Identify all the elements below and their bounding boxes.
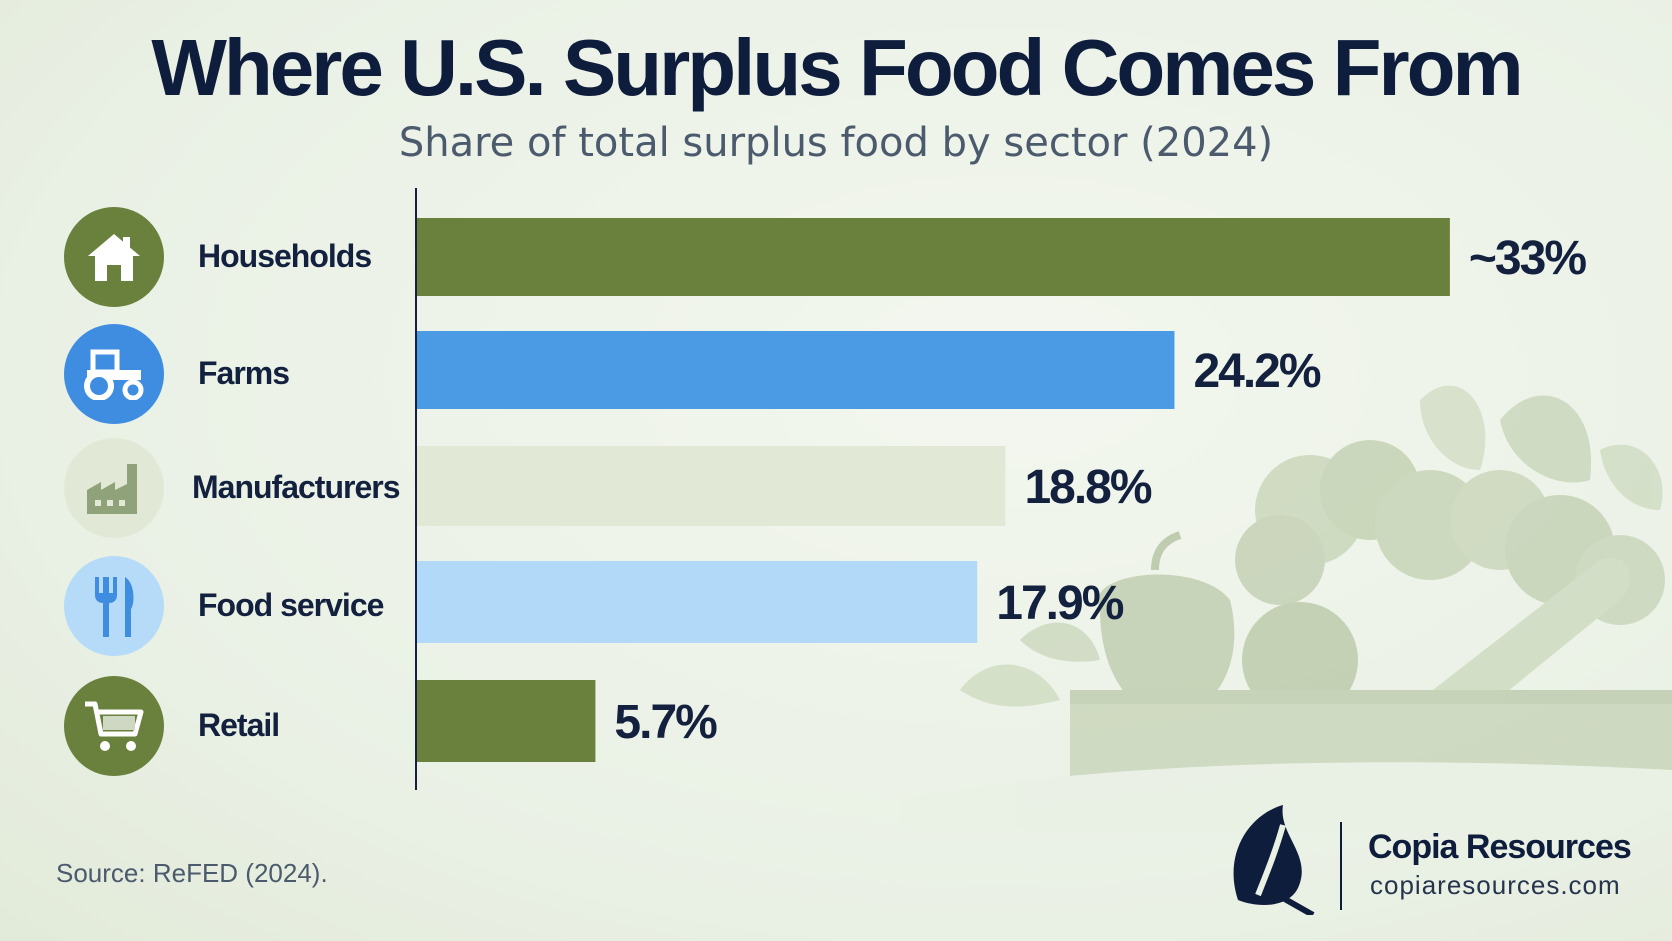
source-note: Source: ReFED (2024).	[56, 858, 328, 888]
leaf-icon	[1233, 805, 1315, 915]
cart-icon	[64, 676, 164, 776]
bar-food-service	[417, 561, 978, 643]
value-label: 5.7%	[614, 696, 717, 749]
value-label: ~33%	[1469, 232, 1586, 285]
vegetables-illustration	[900, 385, 1672, 830]
category-label: Manufacturers	[192, 469, 400, 505]
bar-manufacturers	[417, 446, 1006, 526]
bar-farms	[417, 331, 1175, 409]
value-label: 24.2%	[1193, 345, 1320, 398]
category-label: Food service	[198, 587, 384, 623]
value-label: 18.8%	[1024, 461, 1151, 514]
brand-url[interactable]: copiaresources.com	[1370, 870, 1621, 900]
value-label: 17.9%	[996, 577, 1123, 630]
category-label: Farms	[198, 355, 290, 391]
brand-divider	[1340, 822, 1342, 910]
bar-retail	[417, 680, 596, 762]
bar-households	[417, 218, 1450, 296]
category-label: Households	[198, 238, 372, 274]
page-title: Where U.S. Surplus Food Comes From	[151, 23, 1523, 112]
factory-icon	[64, 438, 164, 538]
fork-knife-icon	[64, 556, 164, 656]
category-label: Retail	[198, 707, 280, 743]
page-subtitle: Share of total surplus food by sector (2…	[398, 120, 1274, 166]
house-icon	[64, 207, 164, 307]
tractor-icon	[64, 324, 164, 424]
brand-name[interactable]: Copia Resources	[1368, 828, 1632, 866]
